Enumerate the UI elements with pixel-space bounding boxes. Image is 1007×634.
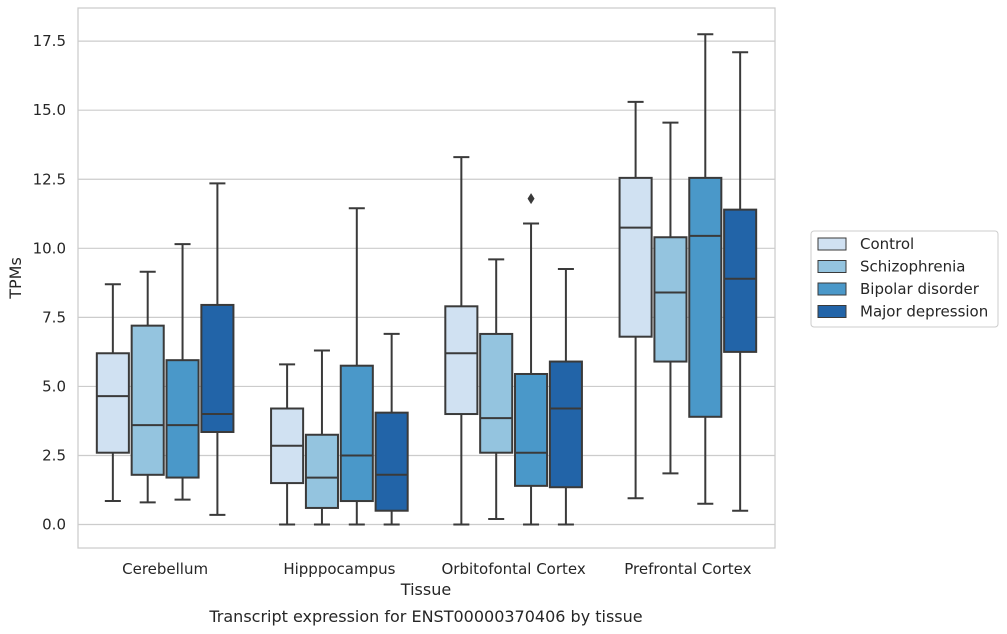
box-major-depression — [374, 332, 409, 526]
box-major-depression — [723, 51, 758, 512]
box-control — [444, 156, 479, 526]
y-tick-label: 5.0 — [42, 377, 66, 395]
box-control — [618, 100, 653, 500]
box-bipolar-disorder — [165, 243, 200, 501]
legend-frame — [810, 230, 999, 328]
y-tick-labels: 0.0 2.5 5.0 7.5 10.0 12.5 15.0 17.5 — [33, 32, 66, 533]
y-tick-label: 17.5 — [33, 32, 66, 50]
box-iqr — [688, 176, 723, 418]
x-axis-title: Tissue — [400, 580, 451, 599]
box-iqr — [514, 372, 549, 487]
box-iqr — [548, 360, 583, 489]
box-iqr — [653, 236, 688, 363]
box-major-depression — [548, 268, 583, 526]
box-bipolar-disorder — [514, 193, 549, 526]
y-tick-label: 12.5 — [33, 170, 66, 188]
box-control — [95, 283, 130, 503]
x-tick-label: Orbitofontal Cortex — [442, 560, 586, 578]
plot-area-frame — [77, 7, 776, 549]
box-iqr — [723, 208, 758, 353]
x-tick-label: Cerebellum — [122, 560, 208, 578]
box-iqr — [618, 176, 653, 338]
legend: Control Schizophrenia Bipolar disorder Majo… — [810, 230, 999, 328]
legend-swatch — [817, 305, 847, 318]
y-tick-label: 10.0 — [33, 239, 66, 257]
box-schizophrenia — [304, 349, 339, 526]
y-tick-label: 0.0 — [42, 516, 66, 534]
box-schizophrenia — [653, 121, 688, 475]
box-iqr — [200, 303, 235, 433]
box-iqr — [479, 332, 514, 454]
box-major-depression — [200, 182, 235, 516]
outlier-point — [527, 193, 535, 205]
box-iqr — [339, 364, 374, 503]
y-tick-label: 15.0 — [33, 101, 66, 119]
box-iqr — [374, 411, 409, 512]
legend-label: Bipolar disorder — [860, 280, 980, 298]
x-tick-label: Prefrontal Cortex — [624, 560, 751, 578]
legend-swatch — [817, 282, 847, 296]
legend-label: Control — [860, 235, 914, 253]
y-tick-label: 7.5 — [42, 308, 66, 326]
box-schizophrenia — [130, 270, 165, 504]
y-tick-label: 2.5 — [42, 446, 66, 464]
box-iqr — [165, 359, 200, 479]
box-iqr — [130, 324, 165, 476]
box-iqr — [304, 433, 339, 509]
box-bipolar-disorder — [688, 33, 723, 505]
chart-caption: Transcript expression for ENST0000037040… — [208, 607, 642, 626]
x-tick-labels: Cerebellum Hipppocampus Orbitofontal Corte… — [122, 560, 751, 578]
y-axis-title: TPMs — [6, 257, 25, 300]
box-schizophrenia — [479, 258, 514, 520]
box-bipolar-disorder — [339, 207, 374, 526]
legend-label: Schizophrenia — [860, 258, 965, 276]
box-iqr — [444, 305, 479, 416]
box-iqr — [95, 352, 130, 454]
boxes-layer — [95, 33, 758, 526]
x-tick-label: Hipppocampus — [283, 560, 395, 578]
box-control — [270, 363, 305, 526]
legend-swatch — [817, 237, 847, 251]
legend-swatch — [817, 260, 847, 273]
legend-label: Major depression — [860, 303, 988, 321]
